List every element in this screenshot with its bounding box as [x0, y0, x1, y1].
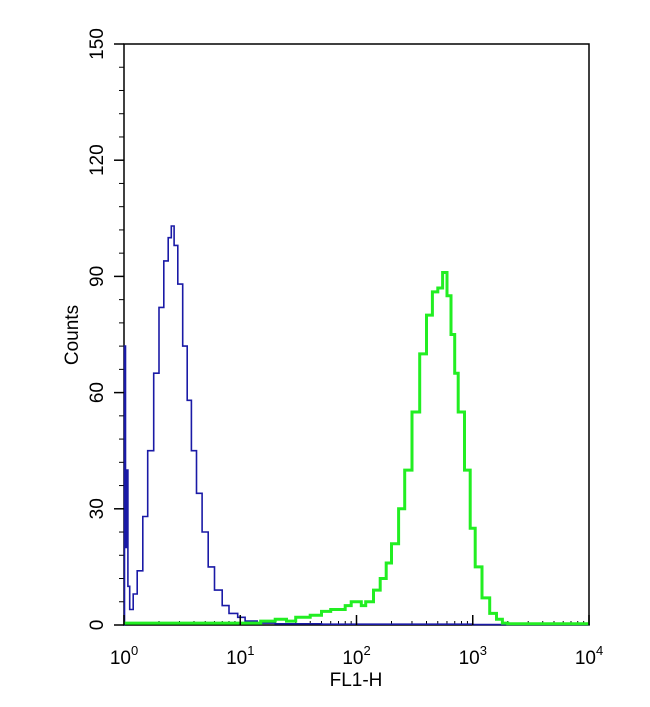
x-tick-label: 100 — [110, 643, 138, 669]
x-axis-ticks: 100 101 102 103 104 — [110, 615, 603, 669]
series-line-2 — [124, 271, 589, 626]
y-tick-label: 120 — [87, 144, 108, 176]
y-axis-ticks: 0 30 60 90 120 150 — [87, 28, 124, 630]
x-tick-label: 102 — [342, 643, 370, 669]
minor-ticks — [119, 66, 585, 625]
y-tick-label: 30 — [87, 498, 108, 519]
x-tick-label: 103 — [459, 643, 487, 669]
x-tick-label: 104 — [575, 643, 603, 669]
series-line-1 — [123, 225, 590, 626]
x-tick-label: 101 — [226, 643, 254, 669]
y-tick-label: 60 — [87, 382, 108, 403]
y-tick-label: 90 — [87, 266, 108, 287]
series-layer — [123, 225, 590, 626]
plot-frame — [123, 43, 590, 626]
y-tick-label: 0 — [87, 620, 108, 631]
y-tick-label: 150 — [87, 28, 108, 60]
y-axis-title: Counts — [62, 305, 83, 365]
x-axis-title: FL1-H — [330, 670, 383, 691]
